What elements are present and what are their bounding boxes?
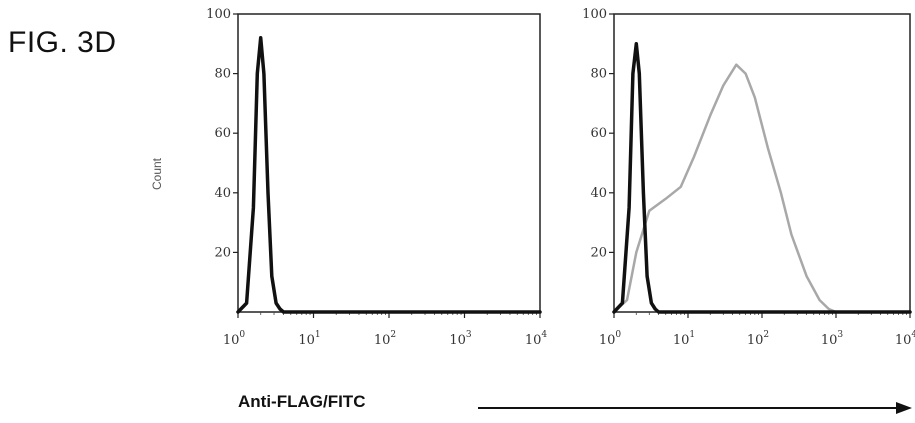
x-tick-label: 104 bbox=[895, 330, 915, 348]
x-tick-label: 100 bbox=[599, 330, 622, 348]
y-tick-label: 80 bbox=[214, 67, 231, 82]
histogram-line-stained bbox=[612, 63, 838, 314]
plot-frame bbox=[237, 13, 541, 313]
histogram-panel-left: 20 40 60 80 100 100 101 102 103 104 bbox=[206, 7, 547, 348]
x-tick-label: 101 bbox=[298, 330, 320, 348]
histogram-line-control bbox=[612, 42, 912, 314]
plot-frame bbox=[613, 13, 911, 313]
figure-label: FIG. 3D bbox=[8, 26, 117, 59]
y-tick-label: 60 bbox=[214, 126, 231, 141]
y-tick-label: 20 bbox=[214, 245, 231, 260]
x-tick-label: 100 bbox=[223, 330, 246, 348]
x-tick-label: 103 bbox=[449, 330, 472, 348]
histogram-panel-right: 20 40 60 80 100 100 101 102 103 104 bbox=[582, 7, 915, 348]
y-tick-label: 40 bbox=[214, 186, 231, 201]
x-tick-label: 104 bbox=[525, 330, 548, 348]
y-tick-label: 100 bbox=[582, 7, 607, 22]
x-tick-label: 101 bbox=[673, 330, 695, 348]
histogram-line-control bbox=[236, 36, 542, 314]
y-tick-label: 60 bbox=[590, 126, 607, 141]
x-tick-label: 102 bbox=[747, 330, 769, 348]
x-tick-label: 102 bbox=[374, 330, 396, 348]
x-axis-arrow bbox=[478, 402, 912, 414]
y-tick-label: 40 bbox=[590, 186, 607, 201]
y-tick-label: 100 bbox=[206, 7, 231, 22]
y-tick-label: 80 bbox=[590, 67, 607, 82]
x-tick-label: 103 bbox=[821, 330, 844, 348]
y-tick-label: 20 bbox=[590, 245, 607, 260]
x-axis-label: Anti-FLAG/FITC bbox=[238, 392, 366, 411]
